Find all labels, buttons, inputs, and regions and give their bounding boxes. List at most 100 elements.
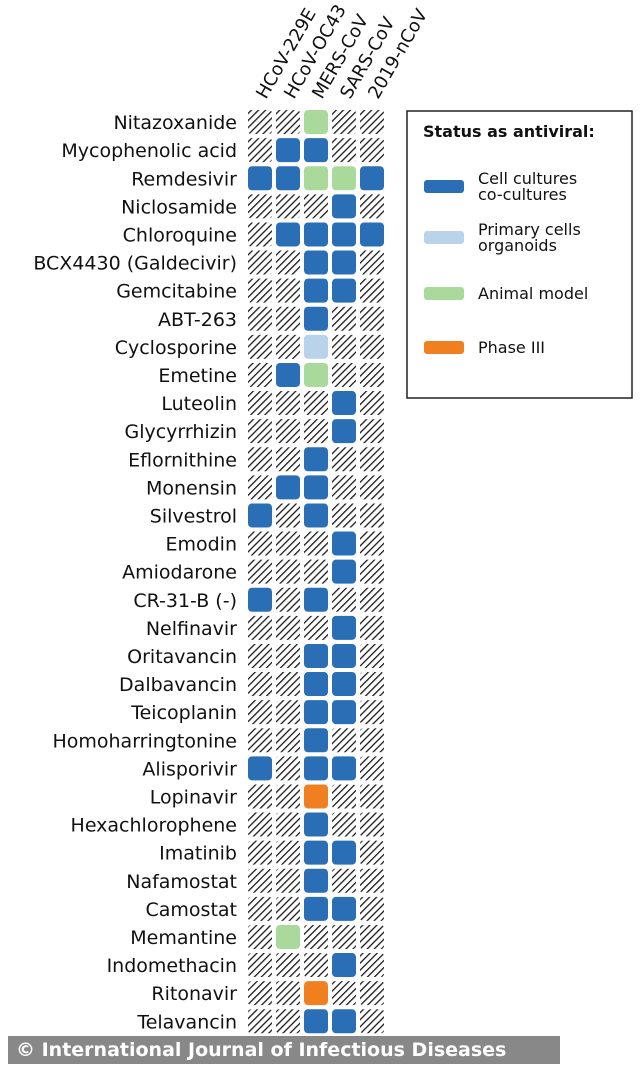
cell-gemcitabine-2019-ncov-none [360,278,384,303]
cell-hexachlorophene-2019-ncov-none [360,812,384,837]
drug-label-niclosamide: Niclosamide [121,196,237,218]
cell-remdesivir-hcov-oc43-cell [276,166,300,191]
cell-memantine-hcov-229e-none [248,924,272,949]
cell-mycophenolic-acid-mers-cov-cell [304,138,328,163]
cell-amiodarone-2019-ncov-none [360,559,384,584]
cell-amiodarone-hcov-229e-none [248,559,272,584]
cell-emetine-hcov-229e-none [248,362,272,387]
cell-niclosamide-hcov-229e-none [248,194,272,219]
cell-imatinib-2019-ncov-none [360,840,384,865]
cell-chloroquine-2019-ncov-cell [360,222,384,247]
cell-imatinib-hcov-229e-none [248,840,272,865]
drug-label-bcx4430-galdecivir: BCX4430 (Galdecivir) [33,253,237,275]
cell-bcx4430-galdecivir-hcov-oc43-none [276,250,300,275]
cell-nelfinavir-hcov-229e-none [248,615,272,640]
drug-label-mycophenolic-acid: Mycophenolic acid [61,140,237,162]
cell-lopinavir-sars-cov-none [332,784,356,809]
cell-ritonavir-mers-cov-phase3 [304,981,328,1006]
cell-remdesivir-sars-cov-animal [332,166,356,191]
cell-emetine-mers-cov-animal [304,362,328,387]
cell-glycyrrhizin-hcov-oc43-none [276,419,300,444]
cell-eflornithine-hcov-229e-none [248,447,272,472]
cell-bcx4430-galdecivir-2019-ncov-none [360,250,384,275]
cell-cyclosporine-hcov-229e-none [248,334,272,359]
cell-remdesivir-2019-ncov-cell [360,166,384,191]
cell-cr-31-b-mers-cov-cell [304,587,328,612]
cell-imatinib-mers-cov-cell [304,840,328,865]
cell-teicoplanin-sars-cov-cell [332,700,356,725]
drug-label-nitazoxanide: Nitazoxanide [113,112,237,134]
cell-teicoplanin-hcov-229e-none [248,700,272,725]
cell-emodin-2019-ncov-none [360,531,384,556]
cell-mycophenolic-acid-hcov-oc43-cell [276,138,300,163]
drug-label-abt-263: ABT-263 [158,309,237,331]
drug-label-emodin: Emodin [165,534,237,556]
cell-dalbavancin-2019-ncov-none [360,672,384,697]
cell-remdesivir-hcov-229e-cell [248,166,272,191]
cell-camostat-2019-ncov-none [360,896,384,921]
drug-label-nafamostat: Nafamostat [126,871,237,893]
cell-abt-263-hcov-oc43-none [276,306,300,331]
cell-silvestrol-sars-cov-none [332,503,356,528]
cell-oritavancin-hcov-229e-none [248,643,272,668]
cell-dalbavancin-mers-cov-cell [304,672,328,697]
cell-remdesivir-mers-cov-animal [304,166,328,191]
drug-label-cr-31-b: CR-31-B (-) [133,590,237,612]
cell-emetine-hcov-oc43-cell [276,362,300,387]
cell-alisporivir-mers-cov-cell [304,756,328,781]
cell-glycyrrhizin-hcov-229e-none [248,419,272,444]
cell-homoharringtonine-mers-cov-cell [304,728,328,753]
legend-swatch-animal [424,287,464,300]
cell-chloroquine-mers-cov-cell [304,222,328,247]
drug-label-eflornithine: Eflornithine [128,449,237,471]
drug-label-nelfinavir: Nelfinavir [146,618,237,640]
cell-nitazoxanide-hcov-229e-none [248,110,272,135]
cell-cyclosporine-2019-ncov-none [360,334,384,359]
cell-abt-263-hcov-229e-none [248,306,272,331]
cell-indomethacin-hcov-229e-none [248,953,272,978]
cell-amiodarone-mers-cov-none [304,559,328,584]
drug-label-emetine: Emetine [158,365,237,387]
legend-title: Status as antiviral: [423,122,595,141]
cell-dalbavancin-sars-cov-cell [332,672,356,697]
cell-camostat-sars-cov-cell [332,896,356,921]
cell-bcx4430-galdecivir-sars-cov-cell [332,250,356,275]
cell-homoharringtonine-hcov-oc43-none [276,728,300,753]
drug-label-indomethacin: Indomethacin [107,955,237,977]
cell-memantine-hcov-oc43-animal [276,924,300,949]
cell-cr-31-b-2019-ncov-none [360,587,384,612]
legend: Status as antiviral: Cell culturesco-cult… [406,110,633,399]
drug-label-memantine: Memantine [130,927,237,949]
cell-eflornithine-2019-ncov-none [360,447,384,472]
cell-dalbavancin-hcov-229e-none [248,672,272,697]
cell-alisporivir-sars-cov-cell [332,756,356,781]
cell-chloroquine-hcov-229e-none [248,222,272,247]
cell-cr-31-b-hcov-229e-cell [248,587,272,612]
cell-nitazoxanide-sars-cov-none [332,110,356,135]
cell-imatinib-hcov-oc43-none [276,840,300,865]
legend-swatch-phase3 [424,341,464,354]
cell-emodin-sars-cov-cell [332,531,356,556]
cell-indomethacin-hcov-oc43-none [276,953,300,978]
cell-glycyrrhizin-2019-ncov-none [360,419,384,444]
cell-eflornithine-hcov-oc43-none [276,447,300,472]
cell-emetine-2019-ncov-none [360,362,384,387]
cell-eflornithine-sars-cov-none [332,447,356,472]
cell-homoharringtonine-sars-cov-none [332,728,356,753]
cell-niclosamide-hcov-oc43-none [276,194,300,219]
cell-telavancin-2019-ncov-none [360,1009,384,1034]
cell-telavancin-sars-cov-cell [332,1009,356,1034]
cell-oritavancin-hcov-oc43-none [276,643,300,668]
cell-oritavancin-mers-cov-cell [304,643,328,668]
cell-ritonavir-hcov-oc43-none [276,981,300,1006]
legend-label-animal-1: Animal model [478,284,588,303]
cell-nafamostat-hcov-oc43-none [276,868,300,893]
drug-label-cyclosporine: Cyclosporine [115,337,237,359]
cell-monensin-hcov-oc43-cell [276,475,300,500]
drug-label-chloroquine: Chloroquine [123,224,237,246]
legend-swatch-cell [424,180,464,193]
drug-label-hexachlorophene: Hexachlorophene [71,815,237,837]
cell-bcx4430-galdecivir-mers-cov-cell [304,250,328,275]
cell-silvestrol-mers-cov-cell [304,503,328,528]
